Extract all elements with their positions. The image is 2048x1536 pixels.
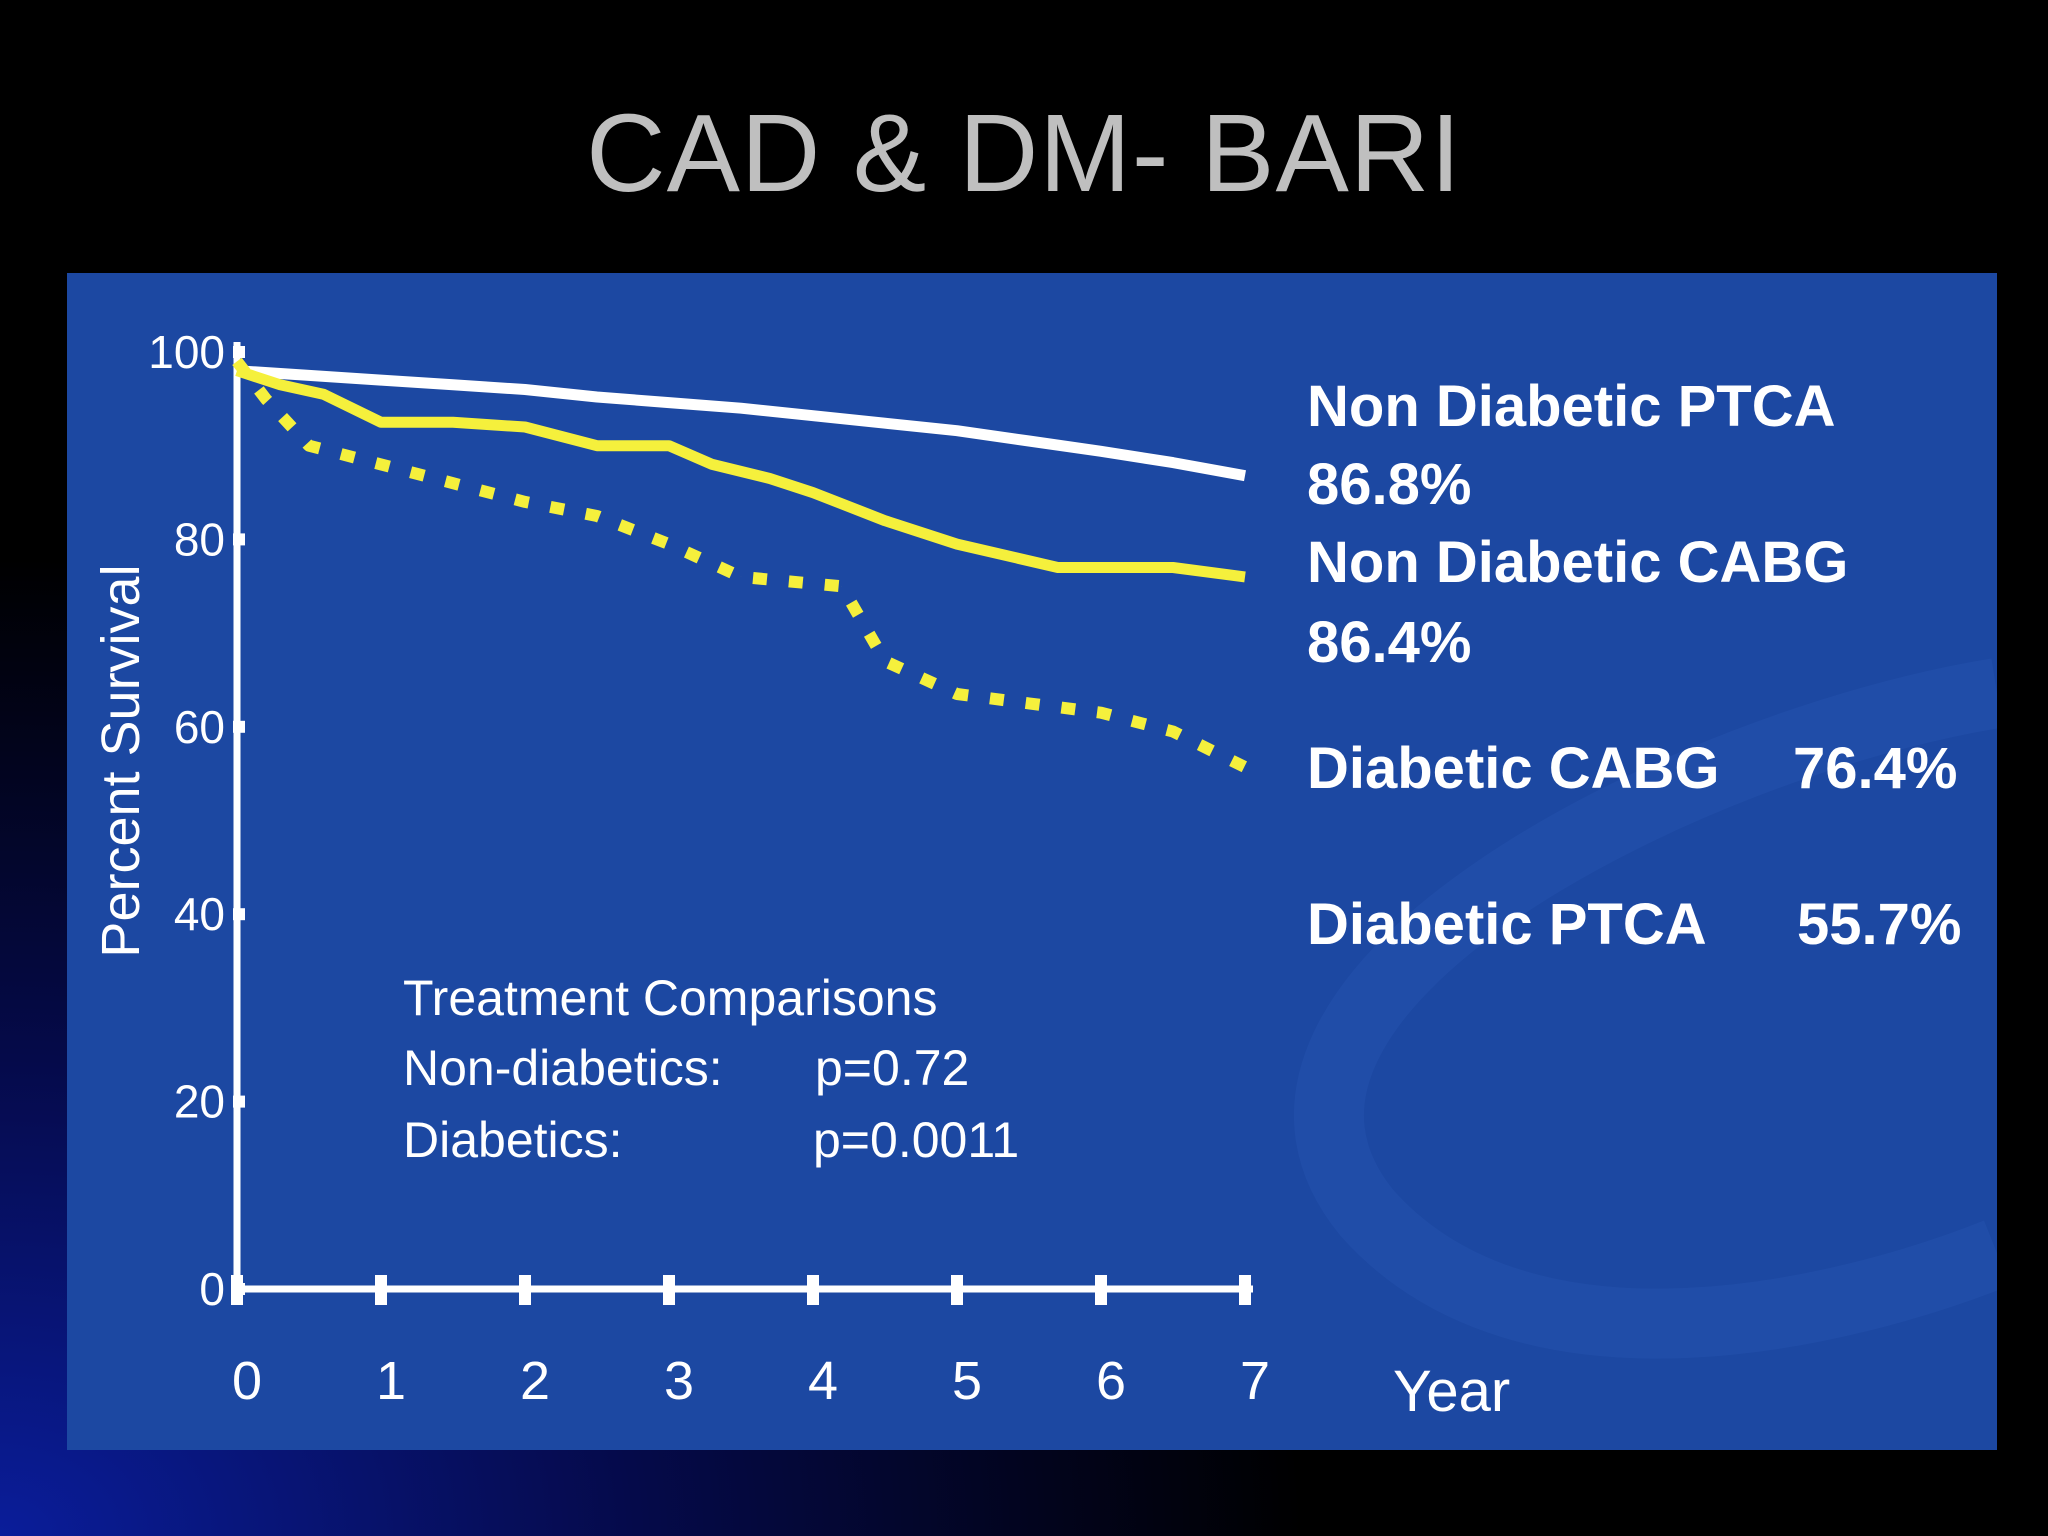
comparison-diabetic-p: p=0.0011 [813, 1112, 1020, 1168]
chart-panel: 0 20 40 60 80 100 0 1 2 3 4 5 6 7 Year Percent Survival… [67, 273, 1997, 1450]
comparison-nondiabetic-p: p=0.72 [815, 1040, 970, 1096]
value-diabetic-cabg: 76.4% [1793, 736, 1958, 801]
y-tick-label: 0 [199, 1263, 225, 1315]
y-tick-label: 80 [174, 513, 225, 565]
label-diabetic-cabg: Diabetic CABG [1307, 736, 1720, 801]
x-tick-label: 5 [952, 1351, 982, 1411]
y-tick-label: 20 [174, 1076, 225, 1128]
x-tick-label: 6 [1096, 1351, 1126, 1411]
x-tick-mark [951, 1275, 963, 1305]
x-tick-label: 2 [520, 1351, 550, 1411]
series-line-diabetic-ptca [232, 357, 1248, 773]
value-non-diabetic-ptca: 86.8% [1307, 452, 1472, 517]
label-non-diabetic-cabg: Non Diabetic CABG [1307, 530, 1849, 595]
x-tick-label: 7 [1240, 1351, 1270, 1411]
value-diabetic-ptca: 55.7% [1797, 892, 1962, 957]
x-tick-label: 1 [376, 1351, 406, 1411]
comparison-heading: Treatment Comparisons [403, 970, 938, 1026]
slide-title: CAD & DM- BARI [586, 92, 1462, 215]
comparison-nondiabetic-group: Non-diabetics: [403, 1040, 723, 1096]
y-tick-mark [233, 720, 245, 733]
y-tick-mark [233, 346, 245, 358]
x-tick-mark [807, 1275, 819, 1305]
y-tick-label: 40 [174, 888, 225, 940]
x-axis-title: Year [1393, 1359, 1510, 1424]
x-tick-label: 4 [808, 1351, 838, 1411]
y-tick-label: 60 [174, 701, 225, 753]
y-tick-label: 100 [148, 326, 225, 378]
y-axis-title: Percent Survival [91, 564, 151, 957]
x-tick-mark [1239, 1275, 1251, 1305]
y-tick-mark [233, 533, 245, 546]
x-tick-mark [375, 1275, 387, 1305]
x-tick-label: 3 [664, 1351, 694, 1411]
label-diabetic-ptca: Diabetic PTCA [1307, 892, 1707, 957]
y-tick-mark [233, 908, 245, 921]
x-tick-label: 0 [232, 1351, 262, 1411]
y-tick-mark [233, 1095, 245, 1108]
x-tick-mark [663, 1275, 675, 1305]
value-non-diabetic-cabg: 86.4% [1307, 610, 1472, 675]
comparison-diabetic-group: Diabetics: [403, 1112, 623, 1168]
x-tick-mark [231, 1275, 243, 1305]
x-tick-mark [519, 1275, 531, 1305]
x-tick-mark [1095, 1275, 1107, 1305]
survival-chart: 0 20 40 60 80 100 0 1 2 3 4 5 6 7 Year Percent Survival [91, 326, 1997, 1424]
series-line-non-diabetic-cabg [235, 365, 1246, 583]
background-swoosh [1294, 658, 1997, 1359]
label-non-diabetic-ptca: Non Diabetic PTCA [1307, 374, 1836, 439]
